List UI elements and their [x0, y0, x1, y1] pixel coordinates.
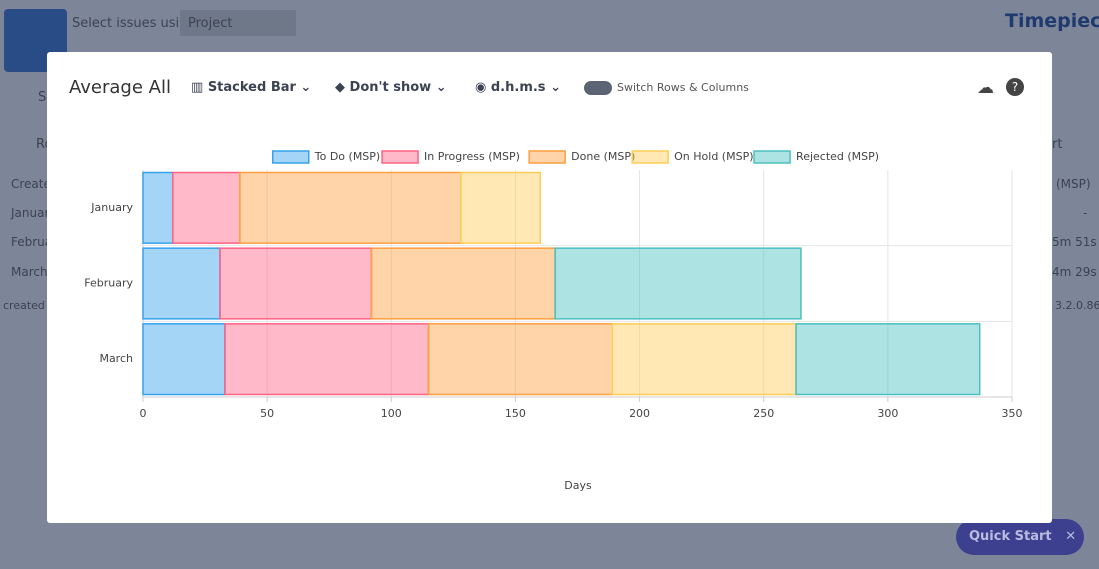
bar-segment: [219, 247, 373, 320]
format-select[interactable]: ◉ d.h.m.s ⌄: [475, 80, 561, 95]
quick-start-label: Quick Start: [969, 529, 1052, 544]
project-select[interactable]: Project: [180, 10, 296, 36]
x-tick-label: 200: [629, 407, 650, 420]
x-tick-label: 100: [381, 407, 402, 420]
bar-segment: [370, 247, 556, 320]
x-tick-label: 350: [1002, 407, 1023, 420]
x-tick-label: 0: [140, 407, 147, 420]
x-axis-label: Days: [564, 479, 592, 492]
cell: January: [11, 206, 57, 220]
y-tick-label: February: [84, 277, 133, 290]
format: d.h.m.s: [490, 80, 546, 95]
chart-type-select[interactable]: ▥ Stacked Bar ⌄: [191, 80, 312, 95]
modal: Average All ▥ Stacked Bar ⌄ ◆ Don't show…: [47, 52, 1052, 523]
bar-segment: [142, 323, 226, 396]
bar-segment: [427, 323, 614, 396]
chart: Days 0 50 100 150 200 250 300 350 January Februar…: [84, 150, 1023, 492]
labels-select[interactable]: ◆ Don't show ⌄: [335, 80, 447, 95]
cell: Februar: [11, 235, 58, 249]
cell: -: [1083, 206, 1088, 220]
quick-start[interactable]: Quick Start ✕: [956, 519, 1084, 555]
legend-swatch: [631, 150, 669, 164]
x-tick-label: 300: [877, 407, 898, 420]
legend-swatch: [753, 150, 791, 164]
y-tick-label: January: [90, 201, 133, 214]
bar-segment: [142, 171, 174, 244]
labels: Don't show: [349, 80, 432, 95]
bar-segment: [611, 323, 797, 396]
legend-swatch: [272, 150, 310, 164]
legend-label: In Progress (MSP): [424, 150, 520, 163]
brand: Timepiece: [1005, 10, 1099, 32]
x-tick-label: 150: [505, 407, 526, 420]
bar-segment: [142, 247, 221, 320]
legend-label: On Hold (MSP): [674, 150, 753, 163]
bar-segment: [224, 323, 430, 396]
legend-swatch: [381, 150, 419, 164]
sort[interactable]: rt: [1052, 137, 1063, 152]
footer: created >: [3, 299, 58, 312]
table-header: (MSP): [1056, 177, 1091, 191]
bar-segment: [239, 171, 462, 244]
switch-label: Switch Rows & Columns: [617, 81, 749, 94]
modal-title: Average All: [69, 77, 171, 98]
bar-segment: [460, 171, 542, 244]
bar-segment: [172, 171, 241, 244]
y-tick-label: March: [99, 352, 133, 365]
legend-label: Done (MSP): [571, 150, 635, 163]
table-header: Created: [11, 177, 59, 191]
chart-type: Stacked Bar: [207, 80, 296, 95]
cell: 4m 29s: [1052, 265, 1097, 279]
bar-segment: [795, 323, 981, 396]
bar-segment: [554, 247, 802, 320]
legend-label: Rejected (MSP): [796, 150, 879, 163]
x-tick-label: 250: [753, 407, 774, 420]
legend-label: To Do (MSP): [314, 150, 380, 163]
version: 3.2.0.867: [1055, 299, 1099, 312]
select-label: Select issues using: [72, 16, 196, 31]
download[interactable]: ☁: [977, 78, 994, 98]
help[interactable]: ?: [1006, 78, 1024, 96]
cell: 5m 51s: [1052, 235, 1097, 249]
x-tick-label: 50: [260, 407, 274, 420]
legend-swatch: [528, 150, 566, 164]
switch-toggle[interactable]: [584, 81, 612, 95]
cell: March: [11, 265, 48, 279]
